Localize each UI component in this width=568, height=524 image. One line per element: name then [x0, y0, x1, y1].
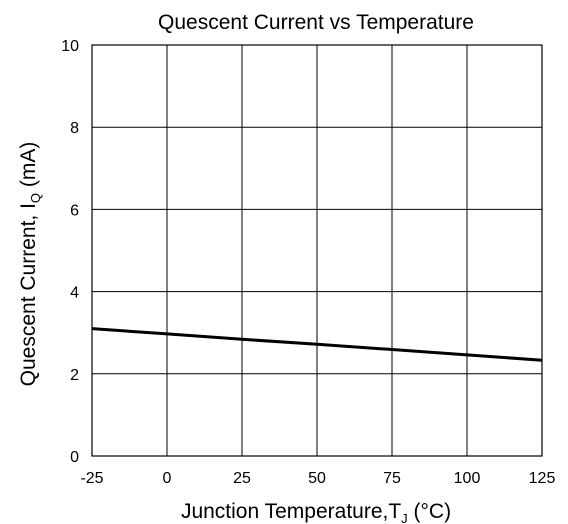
x-axis-label-text: Junction Temperature,T	[181, 500, 401, 523]
x-tick-label: 50	[308, 470, 326, 487]
x-tick-label: 25	[233, 470, 251, 487]
x-axis-label: Junction Temperature,TJ (°C)	[181, 500, 451, 524]
plot-frame	[91, 44, 543, 457]
x-tick-label: 100	[454, 470, 481, 487]
y-tick-label: 10	[61, 38, 79, 55]
y-axis-label-unit: (mA)	[17, 142, 40, 193]
chart-title: Quescent Current vs Temperature	[158, 11, 474, 34]
x-tick-label: 75	[383, 470, 401, 487]
y-tick-labels: 0 2 4 6 8 10	[61, 38, 79, 466]
series-line	[91, 327, 543, 362]
y-tick-label: 4	[70, 285, 79, 302]
y-axis-label-subscript: Q	[28, 193, 43, 203]
x-tick-labels: -25 0 25 50 75 100 125	[80, 470, 555, 487]
y-tick-label: 6	[70, 202, 79, 219]
x-tick-label: 0	[163, 470, 172, 487]
y-tick-label: 2	[70, 367, 79, 384]
x-tick-label: -25	[80, 470, 103, 487]
series-layer	[91, 327, 543, 362]
x-axis-label-unit: (°C)	[408, 500, 451, 523]
x-tick-label: 125	[529, 470, 556, 487]
y-tick-label: 0	[70, 449, 79, 466]
y-axis-label: Quescent Current, IQ (mA)	[17, 142, 43, 387]
y-tick-label: 8	[70, 120, 79, 137]
x-axis-label-subscript: J	[401, 511, 408, 524]
y-axis-label-text: Quescent Current, I	[17, 203, 40, 386]
grid	[91, 44, 543, 457]
